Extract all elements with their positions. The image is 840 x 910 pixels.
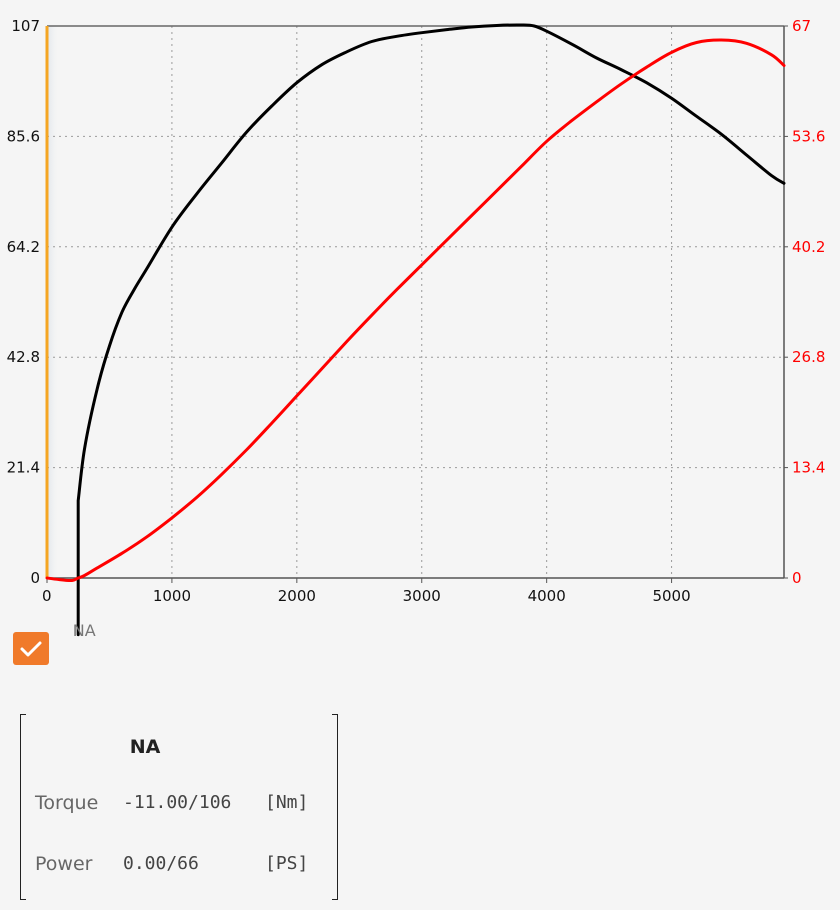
torque-unit: [Nm] <box>265 792 309 813</box>
power-label: Power <box>35 853 93 875</box>
bracket-left <box>20 714 26 900</box>
torque-line <box>76 23 786 637</box>
torque-value: -11.00/106 <box>123 792 232 813</box>
y-left-tick-label-5: 107 <box>11 17 40 35</box>
rpm-marker[interactable]: NA <box>73 621 96 640</box>
y-right-tick-label-5: 67 <box>792 17 811 35</box>
bracket-right <box>332 714 338 900</box>
power-unit: [PS] <box>265 853 309 874</box>
info-panel: NA Torque -11.00/106 [Nm] Power 0.00/66 … <box>20 714 338 900</box>
power-line <box>45 38 786 583</box>
x-tick-label-3: 3000 <box>403 587 441 605</box>
y-left-tick-label-1: 21.4 <box>7 459 40 477</box>
x-tick-label-4: 4000 <box>528 587 566 605</box>
y-right-tick-label-1: 13.4 <box>792 459 825 477</box>
left-shade <box>47 26 59 578</box>
checkmark-icon <box>20 641 42 657</box>
torque-label: Torque <box>35 792 99 814</box>
torque-power-chart: 0 1000 2000 3000 4000 5000 0 21.4 42.8 64.2 85.6 10… <box>7 17 826 640</box>
y-right-tick-label-4: 53.6 <box>792 127 825 145</box>
y-left-tick-label-4: 85.6 <box>7 127 40 145</box>
y-right-tick-label-0: 0 <box>792 569 802 587</box>
x-tick-label-1: 1000 <box>153 587 191 605</box>
grid-lines <box>47 26 784 578</box>
series-toggle-checkbox[interactable] <box>13 632 49 665</box>
y-right-tick-label-2: 26.8 <box>792 348 825 366</box>
x-tick-label-0: 0 <box>42 587 52 605</box>
y-right-tick-label-3: 40.2 <box>792 238 825 256</box>
plot-frame <box>45 25 788 583</box>
tick-labels: 0 1000 2000 3000 4000 5000 0 21.4 42.8 64.2 85.6 10… <box>7 17 826 605</box>
y-left-tick-label-0: 0 <box>30 569 40 587</box>
x-tick-label-2: 2000 <box>278 587 316 605</box>
power-value: 0.00/66 <box>123 853 199 874</box>
x-tick-label-5: 5000 <box>652 587 690 605</box>
y-left-tick-label-3: 64.2 <box>7 238 40 256</box>
panel-title: NA <box>129 736 161 758</box>
marker-label: NA <box>73 621 96 640</box>
y-left-tick-label-2: 42.8 <box>7 348 40 366</box>
series-lines <box>45 23 786 637</box>
